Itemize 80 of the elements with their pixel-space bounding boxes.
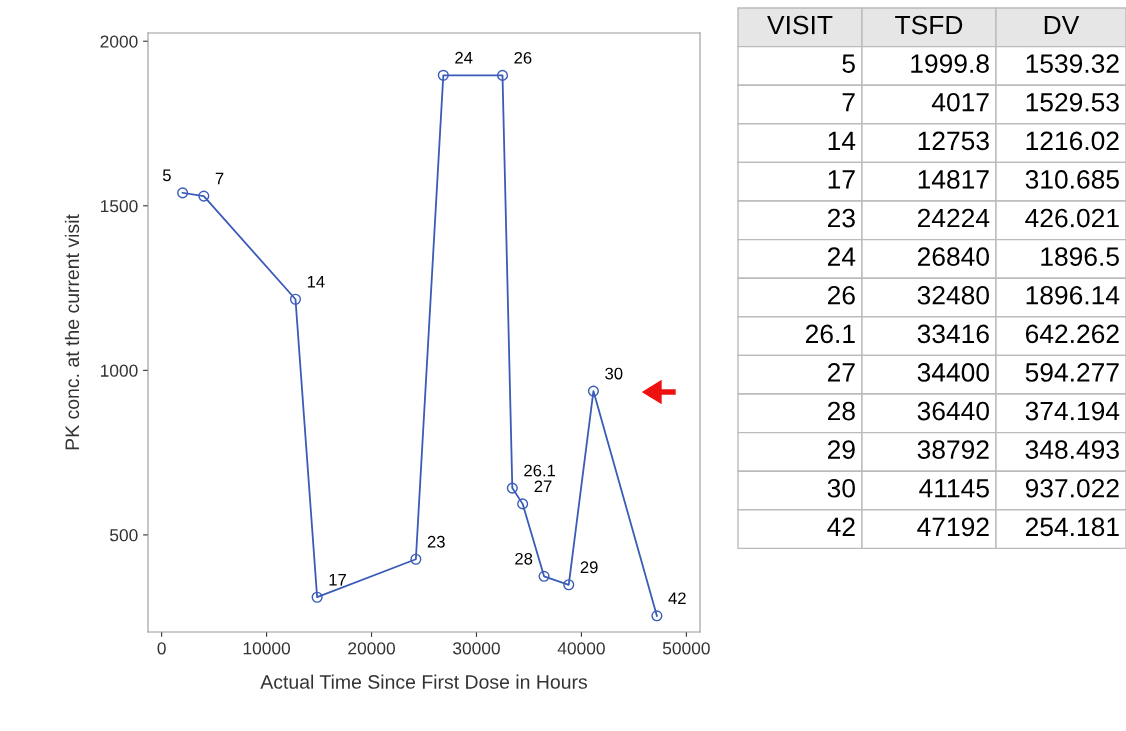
annotation: 14 <box>307 275 325 288</box>
text: 594.277 <box>1025 363 1119 382</box>
y-tick-label: 1000 <box>100 364 138 377</box>
point <box>177 187 189 199</box>
y-axis-title: PK conc. at the current visit <box>64 214 80 450</box>
x-tick-label: 30000 <box>453 642 500 655</box>
y-tick-label: 500 <box>110 529 138 542</box>
text: 32480 <box>917 285 989 305</box>
text: 30 <box>827 478 855 498</box>
point <box>437 69 449 81</box>
x-tick-label: 50000 <box>662 642 710 655</box>
annotation: 26.1 <box>524 464 556 477</box>
text: 1539.32 <box>1026 54 1119 73</box>
text: 14817 <box>918 170 989 189</box>
text: 36440 <box>917 401 989 421</box>
y-tick-label: 2000 <box>100 35 138 48</box>
text: 27 <box>827 363 855 382</box>
text: 47192 <box>917 517 989 537</box>
text: 348.493 <box>1025 440 1119 459</box>
point <box>289 293 302 305</box>
text: 4017 <box>931 92 989 112</box>
annotation: 23 <box>427 535 445 548</box>
y-tick-label: 1500 <box>100 199 138 213</box>
point <box>410 553 422 565</box>
point <box>651 610 663 622</box>
x-tick-label: 10000 <box>243 642 291 655</box>
point <box>517 498 529 510</box>
text: 33416 <box>917 324 989 344</box>
text: 7 <box>842 93 855 112</box>
text: TSFD <box>895 15 963 35</box>
x-axis-title: Actual Time Since First Dose in Hours <box>260 674 588 689</box>
x-tick-label: 20000 <box>348 642 395 655</box>
annotation: 26 <box>514 51 532 64</box>
annotation: 7 <box>215 172 224 185</box>
text: 937.022 <box>1025 478 1119 498</box>
text: 642.262 <box>1025 324 1119 344</box>
point <box>538 570 550 582</box>
text: 1896.5 <box>1041 247 1119 266</box>
point <box>563 579 575 591</box>
point <box>587 385 599 397</box>
text: DV <box>1044 15 1080 35</box>
text: 17 <box>828 170 855 189</box>
text: 26 <box>827 285 855 305</box>
text: VISIT <box>767 15 833 35</box>
x-tick-label: 0 <box>157 642 166 655</box>
point <box>198 190 210 202</box>
text: 12753 <box>918 131 989 151</box>
text: 26840 <box>917 247 989 266</box>
annotation: 30 <box>605 367 623 380</box>
text: 374.194 <box>1025 401 1120 421</box>
annotation: 42 <box>668 592 686 605</box>
x-tick-label: 40000 <box>557 642 605 655</box>
text: 426.021 <box>1025 208 1119 228</box>
annotation: 27 <box>534 480 552 493</box>
text: 254.181 <box>1025 517 1119 537</box>
point <box>506 482 518 494</box>
text: 1529.53 <box>1026 92 1119 112</box>
annotation: 29 <box>580 561 598 574</box>
text: 14 <box>828 131 856 150</box>
point <box>496 69 509 81</box>
text: 41145 <box>919 479 989 498</box>
text: 310.685 <box>1025 170 1119 189</box>
text: 26.1 <box>805 324 855 344</box>
text: 42 <box>827 517 855 536</box>
text: 38792 <box>917 440 989 459</box>
text: 24224 <box>917 208 990 228</box>
text: 23 <box>827 208 855 228</box>
annotation: 24 <box>455 51 473 64</box>
text: 34400 <box>917 363 989 382</box>
annotation: 17 <box>329 573 346 586</box>
text: 1896.14 <box>1026 285 1120 305</box>
text: 1999.8 <box>911 54 989 73</box>
text: 5 <box>842 54 855 73</box>
text: 24 <box>827 247 856 266</box>
text: 29 <box>827 440 855 459</box>
point <box>311 591 323 603</box>
text: 28 <box>827 401 855 421</box>
text: 1216.02 <box>1026 131 1119 151</box>
annotation: 5 <box>162 169 171 182</box>
annotation: 28 <box>515 552 533 565</box>
